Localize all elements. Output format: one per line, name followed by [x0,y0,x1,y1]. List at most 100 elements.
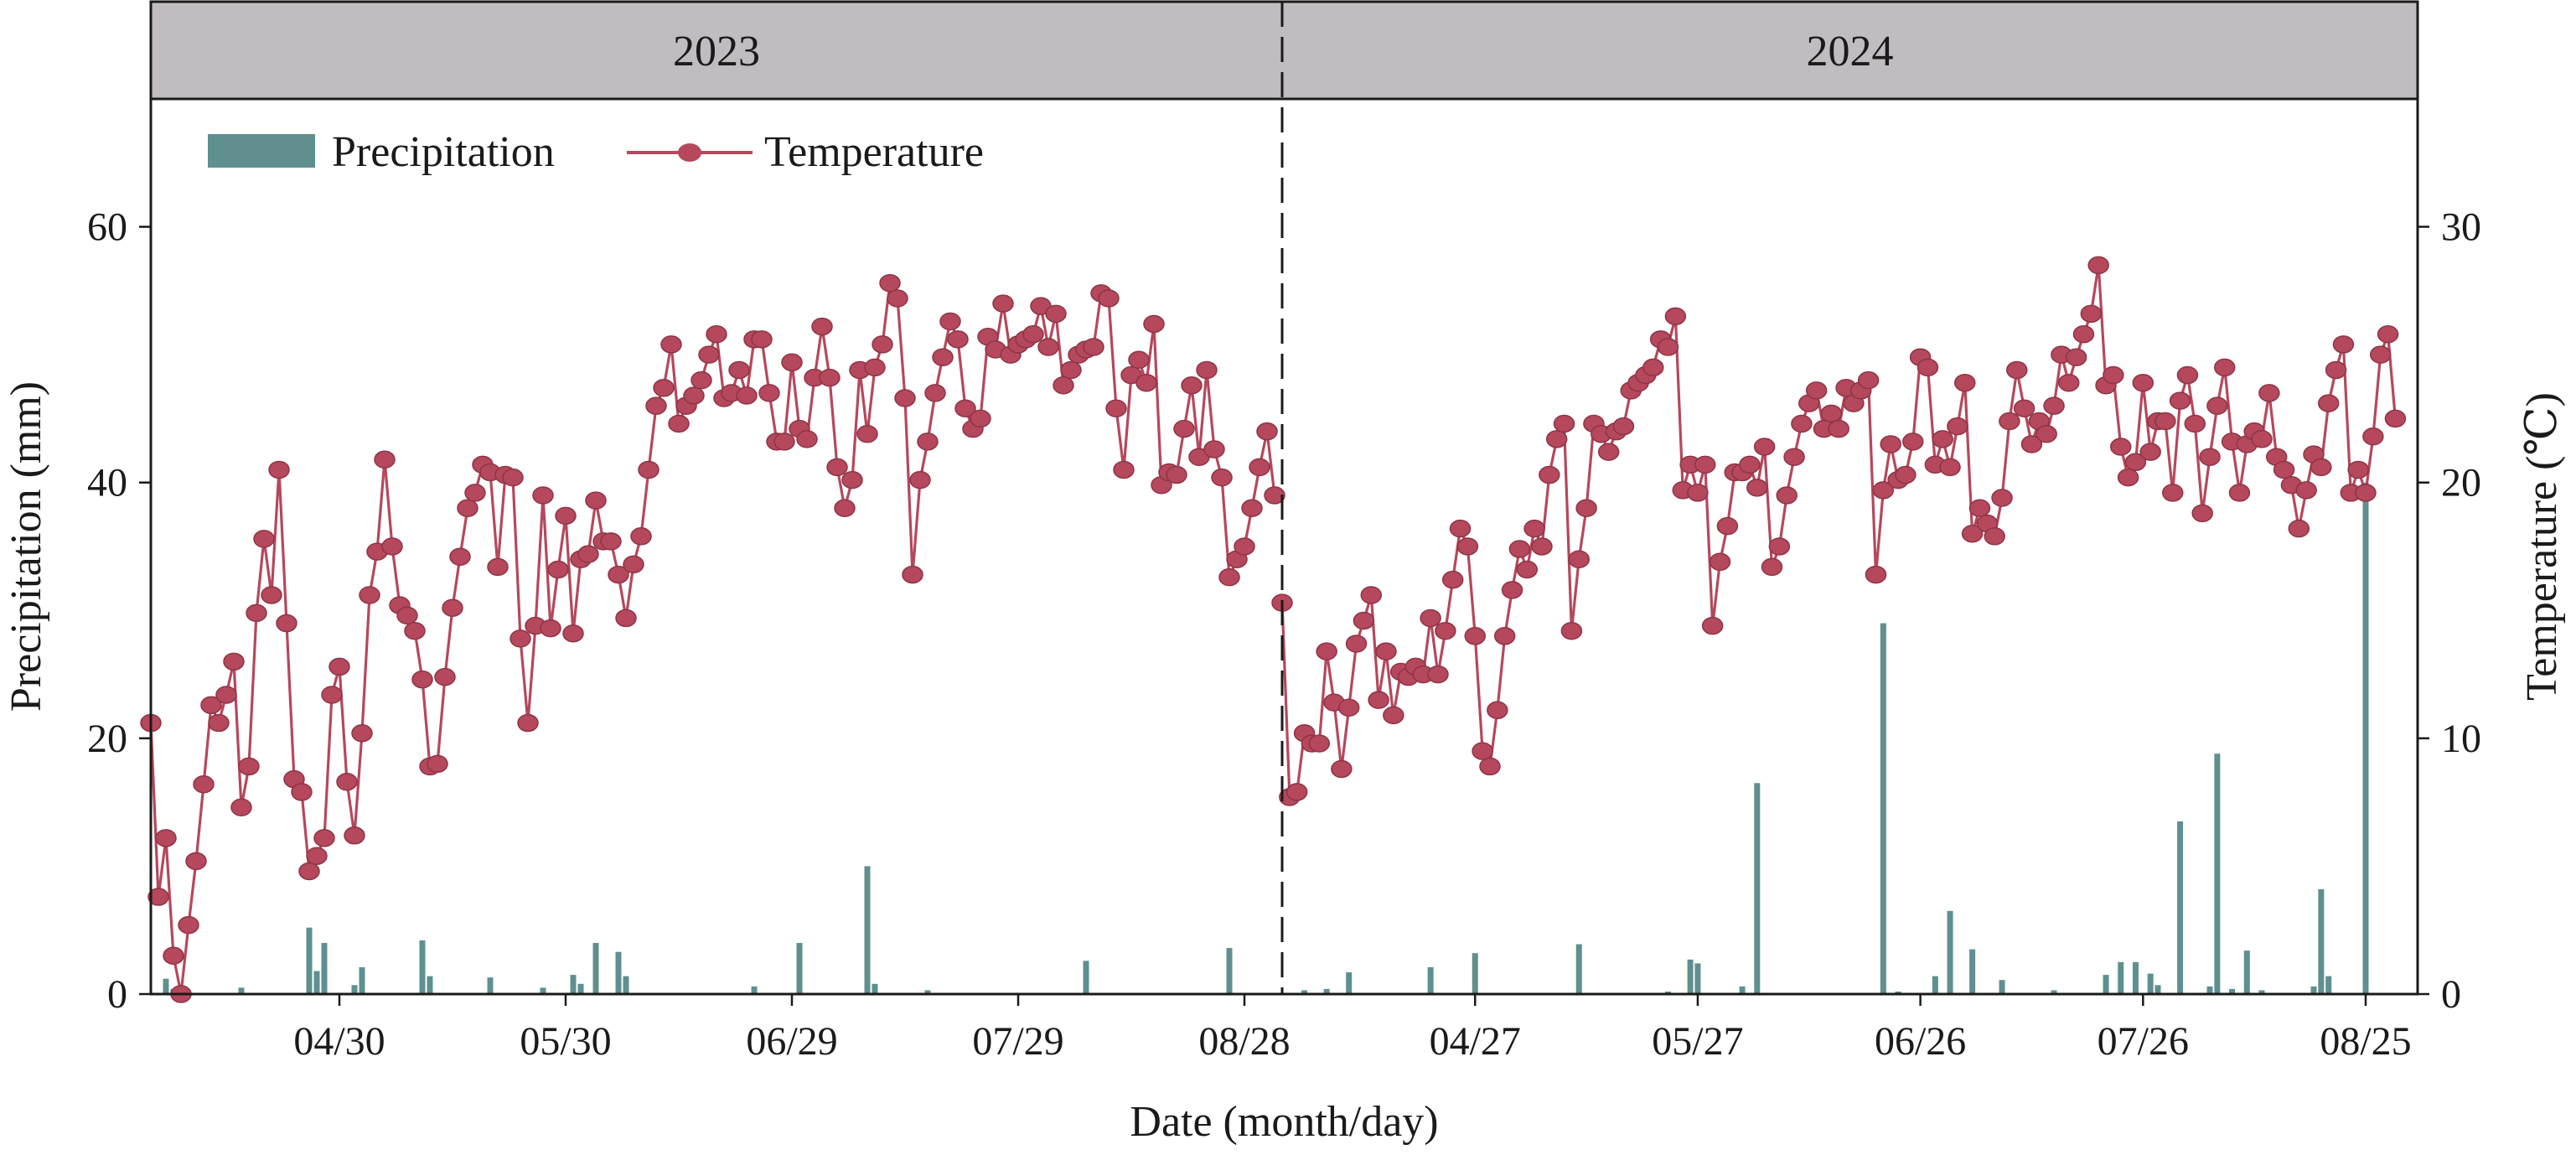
temperature-point [1196,360,1218,380]
temperature-point [1687,484,1709,502]
temperature-point [970,409,991,428]
temperature-point [1961,524,1984,543]
temperature-point [668,414,690,433]
temperature-point [1060,360,1082,380]
temperature-point [2058,373,2080,392]
temperature-point [1902,432,1924,451]
temperature-point [2206,396,2228,415]
temperature-point [1776,486,1798,505]
temperature-point [947,330,969,349]
legend-temperature-marker [678,143,701,162]
temperature-point [1560,621,1583,640]
x-tick-label: 06/26 [1875,1019,1966,1064]
temperature-point [1441,570,1464,589]
x-axis-title: Date (month/day) [1130,1098,1438,1146]
precip-bar [2132,961,2139,994]
temperature-point [1753,438,1776,456]
temperature-point [706,324,727,344]
temperature-point [1037,338,1059,356]
temperature-point [1135,373,1157,392]
temperature-point [841,470,863,489]
temperature-point [208,713,230,733]
temperature-point [1516,560,1539,579]
temperature-point [1360,586,1383,604]
temperature-point [992,294,1014,313]
precip-bar [924,990,931,994]
temperature-point [1568,550,1590,569]
y-right-tick-label: 0 [2441,972,2461,1017]
temperature-point [1642,358,1664,377]
temperature-point [547,560,569,579]
precipitation-series [163,482,2369,994]
temperature-point [1791,414,1813,433]
temperature-point [1472,742,1493,760]
temperature-point [2273,460,2295,479]
precip-bar [1083,961,1089,994]
temperature-point [1531,537,1553,556]
temperature-point [1256,422,1278,441]
temperature-point [698,345,720,364]
temperature-point [1947,417,1968,436]
temperature-point [1857,370,1880,390]
temperature-point [2161,484,2184,502]
temperature-point [894,389,916,407]
temperature-point [939,312,961,331]
y-left-tick-label: 40 [87,461,127,505]
temperature-point [1105,399,1127,417]
temperature-point [1053,376,1074,395]
temperature-point [1435,621,1456,640]
precip-bar [2310,986,2317,994]
precip-bar [1932,976,1938,994]
precip-bar [1665,991,1672,994]
temperature-point [2355,484,2377,502]
plot-frame [149,0,2419,996]
temperature-point [1308,734,1331,753]
temperature-point [321,686,343,704]
precip-bar [1226,948,1233,994]
temperature-point [434,667,456,686]
temperature-point [728,360,750,380]
temperature-point [1316,642,1337,660]
temperature-point [811,317,833,336]
y-right-tick-label: 20 [2441,461,2481,505]
temperature-point [1337,698,1360,717]
temperature-point [1464,627,1487,645]
axes: 04/30 05/30 06/29 07/29 08/28 04/27 05/27 06/26… [3,205,2566,1146]
precip-bar [1969,949,1976,994]
temperature-point [2035,424,2057,443]
temperature-point [1984,527,2005,546]
temperature-point [758,384,780,402]
temperature-point [1783,448,1805,466]
precip-bar [238,987,245,994]
temperature-point [1664,307,1687,326]
x-tick-label: 07/26 [2098,1019,2189,1064]
temperature-point [1487,701,1508,720]
temperature-point [276,614,297,633]
temperature-point [230,798,252,816]
year-label: 2024 [1807,28,1894,75]
temperature-point [1746,479,1768,497]
temperature-point [2369,345,2392,364]
precip-bar [2177,821,2184,994]
temperature-point [1939,458,1961,477]
temperature-point [336,772,358,791]
precip-bar [2362,482,2369,994]
temperature-point [200,696,222,714]
temperature-point [313,829,335,847]
precip-bar [1895,991,1901,994]
temperature-point [381,537,403,556]
temperature-point [268,460,290,479]
year-label: 2023 [673,28,760,75]
temperature-point [442,598,463,617]
temperature-point [623,555,644,574]
temperature-point [1368,691,1389,709]
legend-precipitation-label: Precipitation [332,128,555,176]
temperature-point [585,491,607,510]
temperature-point [223,652,245,671]
temperature-point [826,458,848,477]
temperature-point [540,619,561,638]
temperature-point [1383,706,1404,725]
temperature-point [2199,448,2221,466]
temperature-point [1865,565,1887,584]
y-right-tick-label: 10 [2441,717,2481,761]
